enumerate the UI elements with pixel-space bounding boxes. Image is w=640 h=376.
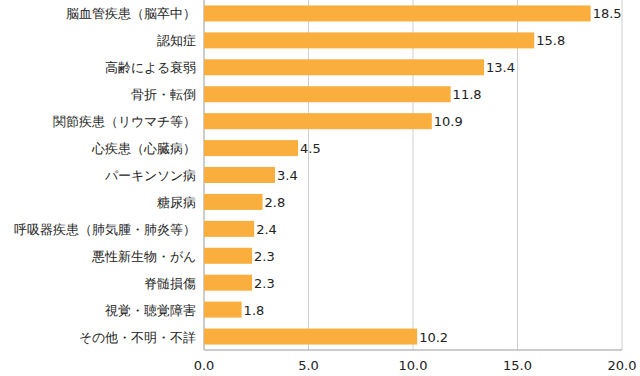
chart-root: 0.0 5.0 10.0 15.0 20.0 脳血管疾患（脳卒中） 18.5 認知症 15.8 高… (0, 0, 640, 376)
category-label: 認知症 (157, 33, 196, 48)
bars (204, 5, 591, 344)
data-label: 15.8 (536, 33, 565, 48)
grid-line (308, 0, 309, 350)
category-label: 視覚・聴覚障害 (105, 303, 196, 318)
axis-line (204, 350, 622, 351)
data-label: 2.8 (265, 195, 286, 210)
category-label: 関節疾患（リウマチ等） (53, 114, 196, 129)
data-label: 2.3 (254, 276, 275, 291)
category-label: 悪性新生物・がん (91, 249, 196, 264)
data-label: 11.8 (453, 87, 482, 102)
bar (204, 32, 534, 48)
category-label: 脳血管疾患（脳卒中） (66, 6, 196, 21)
bar (204, 248, 252, 264)
data-label: 18.5 (593, 6, 622, 21)
category-label: 脊髄損傷 (144, 276, 196, 291)
data-label: 1.8 (244, 303, 265, 318)
bar (204, 194, 263, 210)
chart-svg: 0.0 5.0 10.0 15.0 20.0 脳血管疾患（脳卒中） 18.5 認知症 15.8 高… (0, 0, 640, 376)
grid-line (517, 0, 518, 350)
bar (204, 59, 484, 75)
data-label: 10.9 (434, 114, 463, 129)
grid-line (413, 0, 414, 350)
category-label: 呼吸器疾患（肺気腫・肺炎等） (14, 222, 196, 237)
bar (204, 302, 242, 318)
data-label: 10.2 (419, 330, 448, 345)
bar (204, 221, 254, 237)
category-label: パーキンソン病 (104, 168, 196, 183)
category-label: 高齢による衰弱 (105, 60, 196, 75)
data-label: 4.5 (300, 141, 321, 156)
bar (204, 329, 417, 345)
data-label: 2.4 (256, 222, 277, 237)
bar (204, 86, 451, 102)
category-label: その他・不明・不詳 (79, 330, 196, 345)
category-label: 糖尿病 (157, 195, 196, 210)
data-label: 2.3 (254, 249, 275, 264)
data-label: 3.4 (277, 168, 298, 183)
tick-label: 15.0 (503, 358, 532, 373)
data-label: 13.4 (486, 60, 515, 75)
bar (204, 167, 275, 183)
bar (204, 113, 432, 129)
bar (204, 275, 252, 291)
tick-label: 10.0 (399, 358, 428, 373)
bar (204, 140, 298, 156)
bar (204, 5, 591, 21)
grid-line (622, 0, 623, 350)
tick-label: 5.0 (298, 358, 319, 373)
tick-label: 0.0 (194, 358, 215, 373)
category-label: 心疾患（心臓病） (91, 141, 196, 156)
tick-label: 20.0 (608, 358, 637, 373)
category-label: 骨折・転倒 (131, 87, 196, 102)
